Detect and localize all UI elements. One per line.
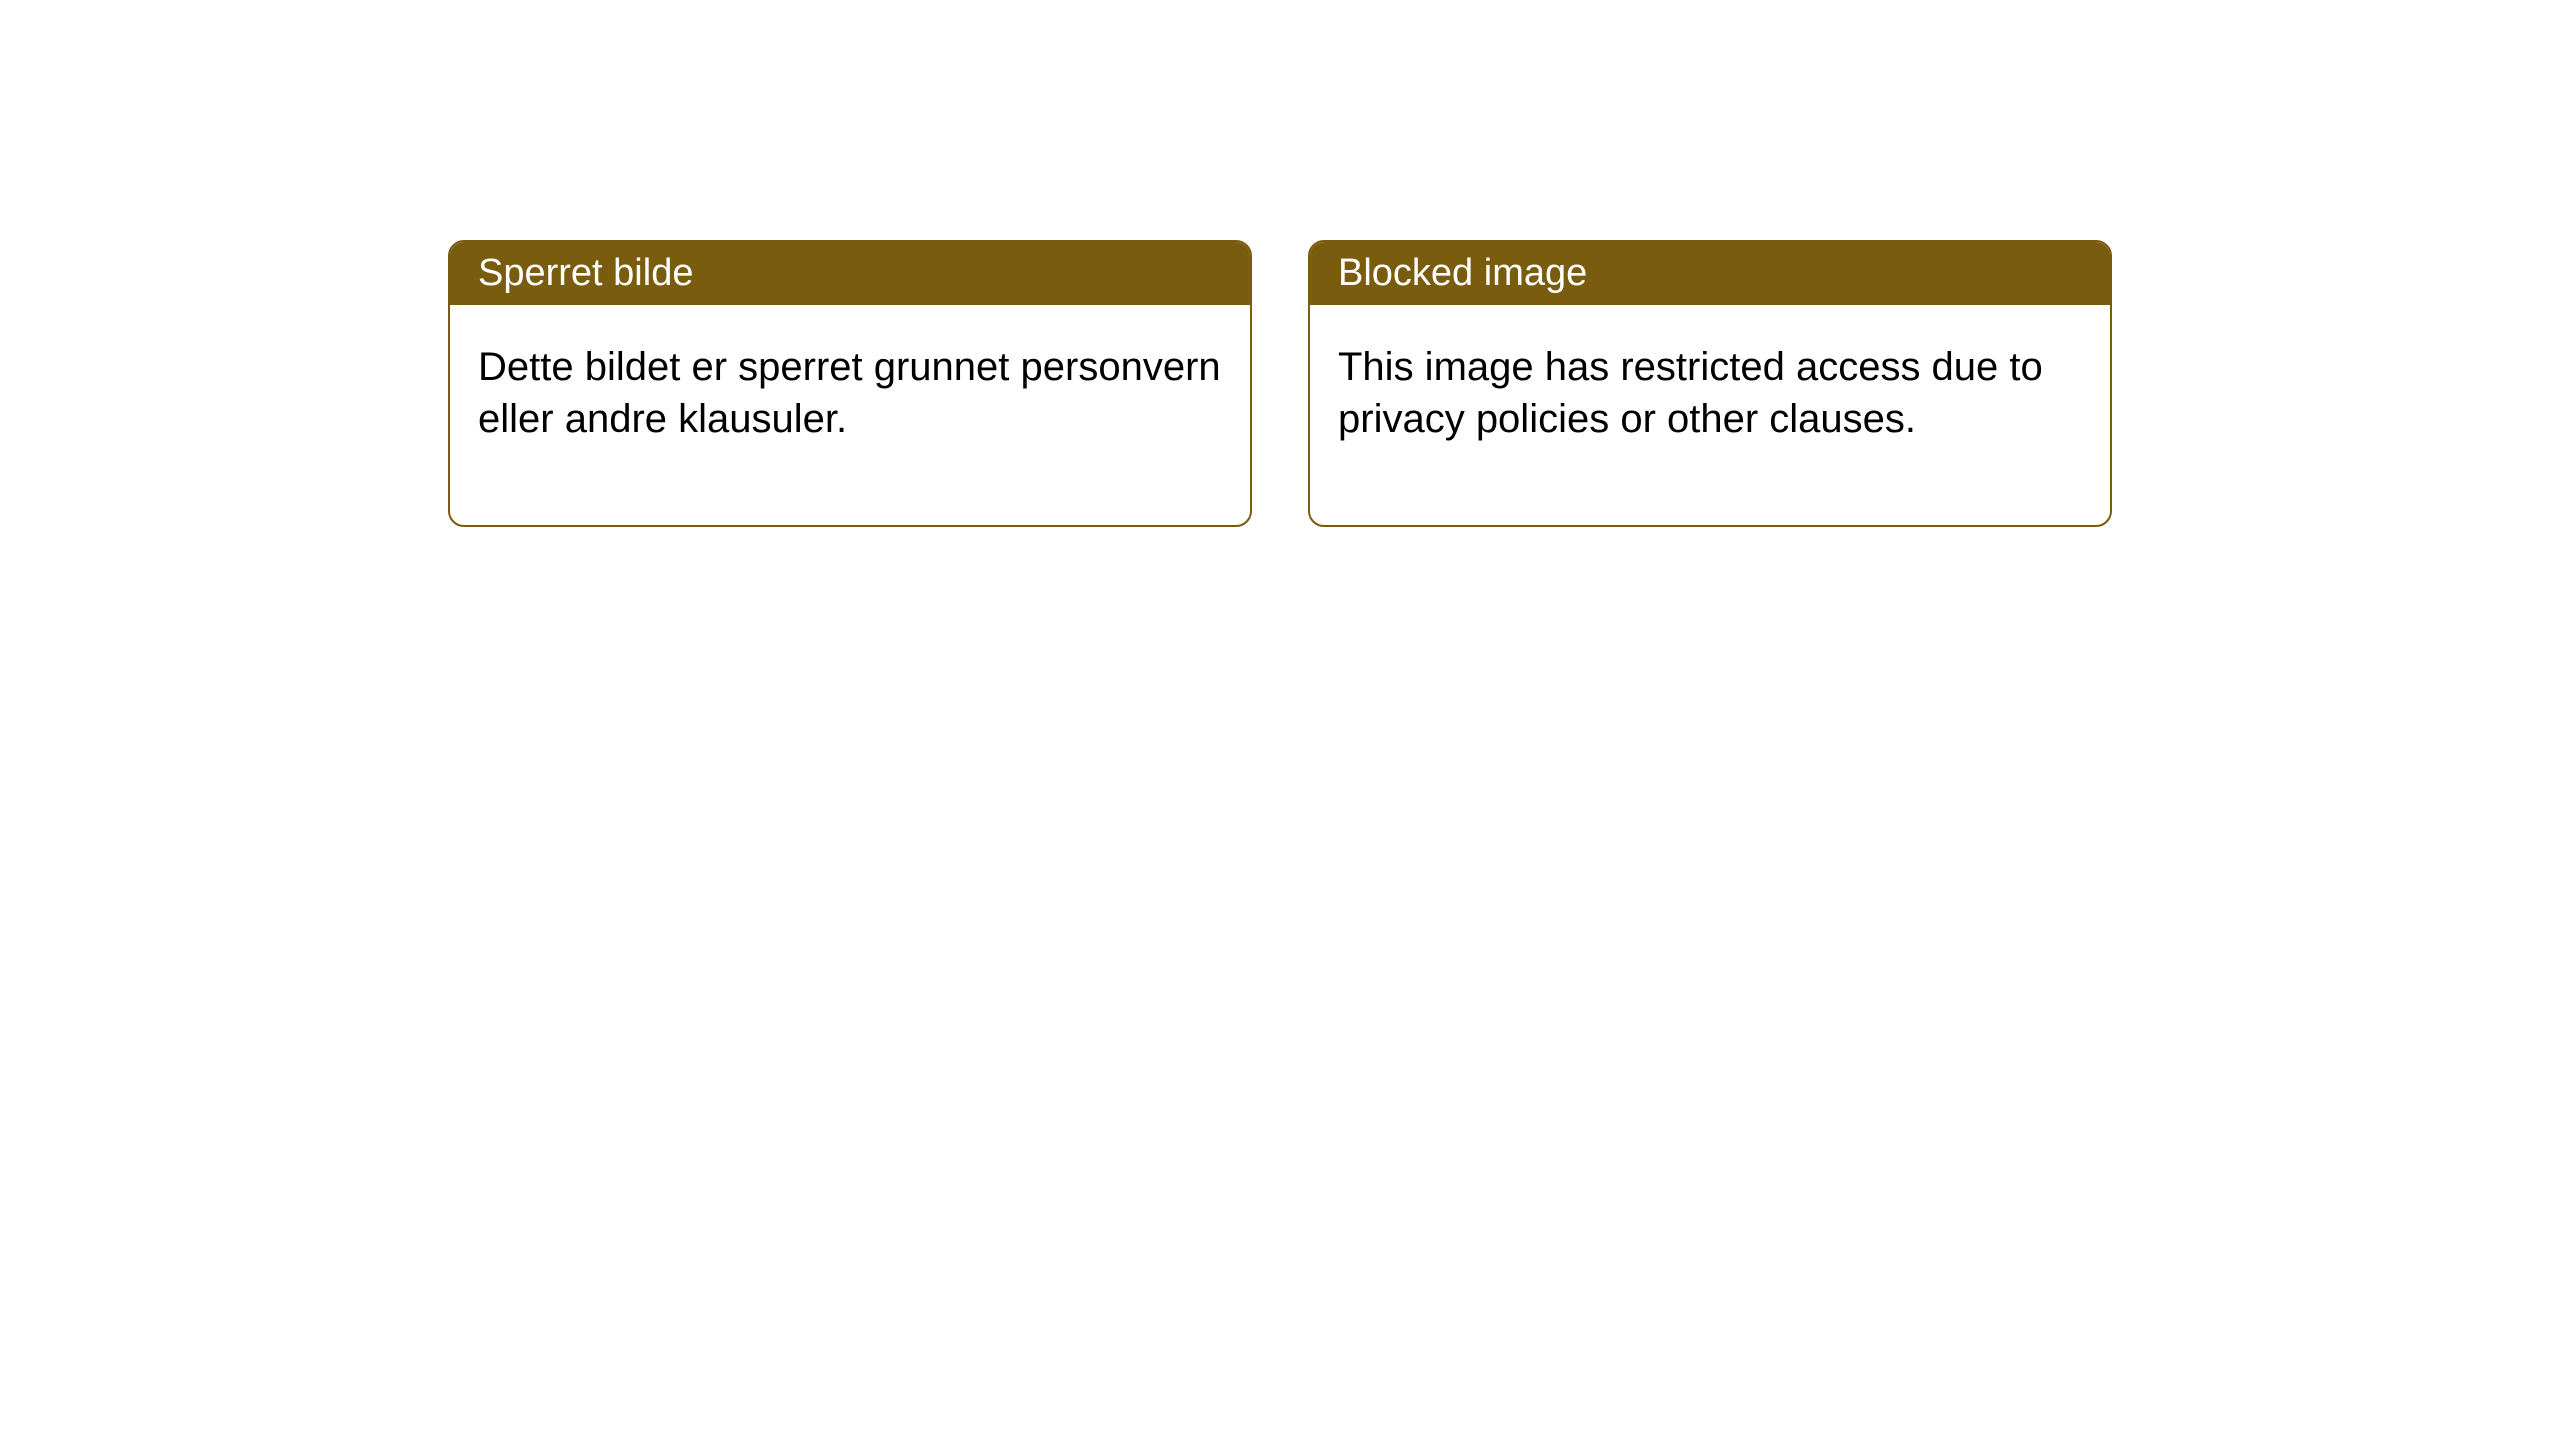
notice-body: This image has restricted access due to … xyxy=(1310,305,2110,525)
notice-container: Sperret bilde Dette bildet er sperret gr… xyxy=(0,0,2560,527)
notice-box-english: Blocked image This image has restricted … xyxy=(1308,240,2112,527)
notice-body: Dette bildet er sperret grunnet personve… xyxy=(450,305,1250,525)
notice-header: Blocked image xyxy=(1310,242,2110,305)
notice-box-norwegian: Sperret bilde Dette bildet er sperret gr… xyxy=(448,240,1252,527)
notice-header: Sperret bilde xyxy=(450,242,1250,305)
